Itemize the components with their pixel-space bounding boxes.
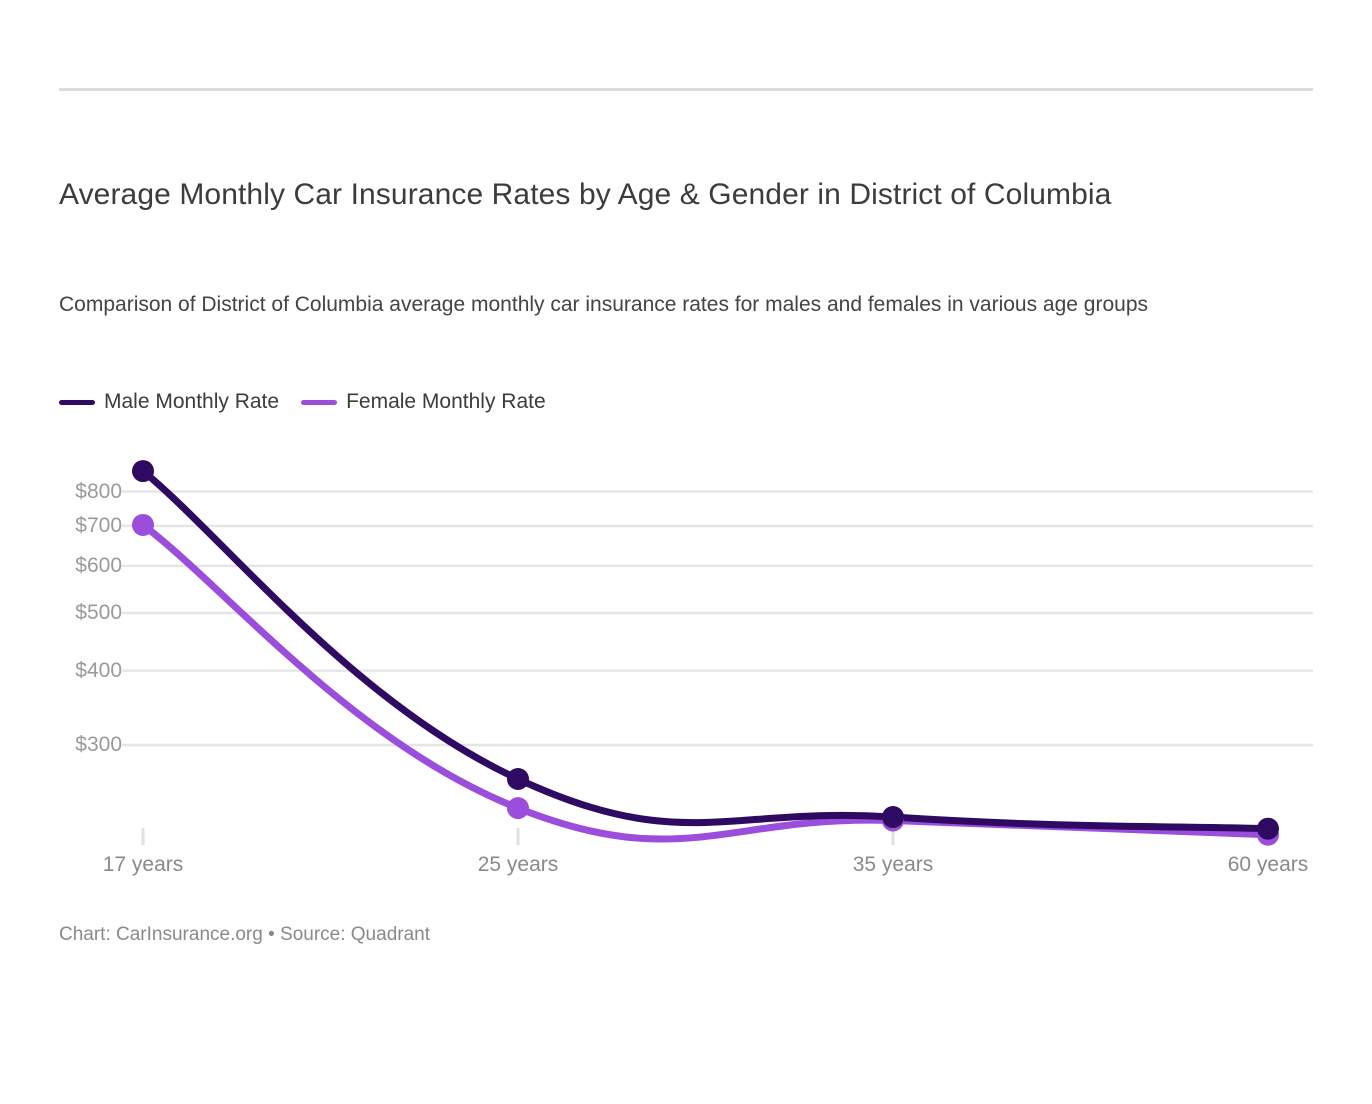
chart-legend: Male Monthly Rate Female Monthly Rate (59, 390, 546, 414)
x-axis-tick-label: 60 years (1227, 853, 1309, 876)
chart-subtitle: Comparison of District of Columbia avera… (59, 293, 1149, 316)
y-axis-tick-label: $400 (75, 658, 122, 682)
data-point[interactable] (882, 806, 904, 829)
legend-label: Male Monthly Rate (104, 390, 280, 413)
x-axis-tick-label: 17 years (102, 853, 184, 876)
data-point[interactable] (132, 513, 154, 536)
page-title: Average Monthly Car Insurance Rates by A… (59, 178, 1112, 212)
y-axis-tick-label: $800 (75, 479, 122, 503)
data-point[interactable] (1257, 817, 1279, 840)
data-point[interactable] (882, 809, 904, 832)
y-axis: $800 $700 $600 $500 $400 $300 (0, 0, 122, 1104)
data-point[interactable] (1257, 823, 1279, 846)
series-line (139, 467, 1272, 833)
y-axis-tick-label: $500 (75, 601, 122, 624)
data-point[interactable] (507, 768, 529, 791)
top-divider (59, 88, 1313, 91)
series-lines (139, 467, 1272, 843)
legend-item-female[interactable]: Female Monthly Rate (301, 390, 546, 414)
data-point[interactable] (507, 797, 529, 820)
y-axis-tick-label: $600 (75, 553, 122, 577)
data-point[interactable] (132, 460, 154, 483)
gridlines (122, 490, 1313, 747)
x-tick-marks (141, 828, 1270, 845)
x-axis: 17 years 25 years 35 years 60 years (0, 853, 1372, 893)
x-axis-tick-label: 25 years (477, 853, 559, 876)
legend-swatch-icon (301, 399, 338, 405)
legend-item-male[interactable]: Male Monthly Rate (59, 390, 279, 414)
y-axis-tick-label: $700 (75, 514, 122, 538)
legend-label: Female Monthly Rate (346, 390, 546, 413)
chart-source-note: Chart: CarInsurance.org • Source: Quadra… (59, 924, 431, 945)
legend-swatch-icon (59, 399, 95, 405)
series-points (132, 460, 1279, 846)
y-axis-tick-label: $300 (75, 733, 122, 756)
x-axis-tick-label: 35 years (852, 853, 934, 876)
series-line (139, 521, 1272, 843)
